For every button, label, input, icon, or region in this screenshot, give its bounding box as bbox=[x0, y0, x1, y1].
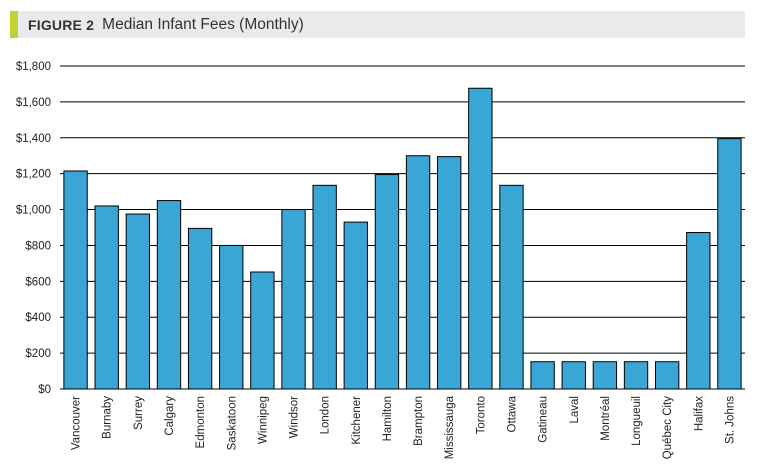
x-category-label: Windsor bbox=[289, 396, 301, 438]
figure-header: FIGURE 2 Median Infant Fees (Monthly) bbox=[10, 11, 745, 38]
x-category-label: Longueuil bbox=[631, 396, 643, 446]
header-accent-bar bbox=[10, 11, 18, 38]
bar bbox=[468, 87, 493, 390]
bar bbox=[530, 361, 555, 390]
bar bbox=[219, 244, 244, 390]
bar bbox=[312, 184, 337, 390]
y-axis-tick-labels: $0 $200 $400 $600 $800 $1,000 $1,200 $1,400 $1,6… bbox=[16, 61, 51, 396]
y-tick-label: $1,000 bbox=[16, 205, 51, 217]
x-category-label: Mississauga bbox=[444, 395, 456, 459]
bar bbox=[374, 174, 400, 390]
y-tick-label: $1,400 bbox=[16, 133, 51, 145]
bar bbox=[250, 271, 275, 390]
x-category-label: Saskatoon bbox=[226, 396, 238, 450]
x-category-label: Burnaby bbox=[102, 396, 114, 439]
x-category-label: Ottawa bbox=[506, 395, 518, 432]
bar bbox=[437, 156, 462, 390]
bar bbox=[592, 361, 618, 390]
bar bbox=[187, 227, 213, 390]
y-tick-label: $200 bbox=[25, 348, 51, 360]
bar bbox=[343, 221, 368, 390]
x-category-label: Halifax bbox=[693, 396, 705, 431]
bar bbox=[63, 170, 88, 390]
y-tick-label: $0 bbox=[38, 384, 51, 396]
x-category-label: London bbox=[320, 396, 332, 434]
bars bbox=[63, 87, 742, 390]
x-category-label: Surrey bbox=[133, 396, 145, 430]
y-tick-label: $600 bbox=[25, 276, 51, 288]
x-category-label: Toronto bbox=[475, 396, 487, 434]
x-category-label: Montréal bbox=[600, 396, 612, 441]
y-tick-label: $1,600 bbox=[16, 97, 51, 109]
x-category-label: Edmonton bbox=[195, 396, 207, 448]
x-axis-category-labels: Vancouver Burnaby Surrey Calgary Edmonton Sas… bbox=[71, 395, 737, 459]
y-tick-label: $400 bbox=[25, 312, 51, 324]
x-category-label: Laval bbox=[569, 396, 581, 424]
bar bbox=[156, 200, 182, 390]
y-tick-label: $1,200 bbox=[16, 169, 51, 181]
x-category-label: St. Johns bbox=[724, 396, 736, 444]
bar bbox=[623, 361, 649, 390]
x-category-label: Vancouver bbox=[71, 396, 83, 450]
x-category-label: Hamilton bbox=[382, 396, 394, 441]
x-category-label: Québec City bbox=[662, 396, 674, 460]
bar bbox=[281, 209, 306, 390]
bar bbox=[654, 361, 680, 390]
figure-label: FIGURE 2 bbox=[28, 16, 95, 33]
chart-title: Median Infant Fees (Monthly) bbox=[102, 15, 304, 33]
y-tick-label: $800 bbox=[25, 240, 51, 252]
bar bbox=[499, 184, 524, 390]
y-tick-label: $1,800 bbox=[16, 61, 51, 73]
bar bbox=[717, 138, 742, 390]
bar bbox=[405, 155, 431, 390]
bar bbox=[686, 232, 711, 390]
bar bbox=[125, 213, 151, 390]
bar bbox=[94, 205, 119, 390]
x-category-label: Kitchener bbox=[351, 396, 363, 445]
bar bbox=[561, 361, 586, 390]
x-category-label: Brampton bbox=[413, 396, 425, 446]
x-category-label: Gatineau bbox=[538, 396, 550, 443]
x-category-label: Winnipeg bbox=[257, 396, 269, 444]
x-category-label: Calgary bbox=[164, 396, 176, 436]
